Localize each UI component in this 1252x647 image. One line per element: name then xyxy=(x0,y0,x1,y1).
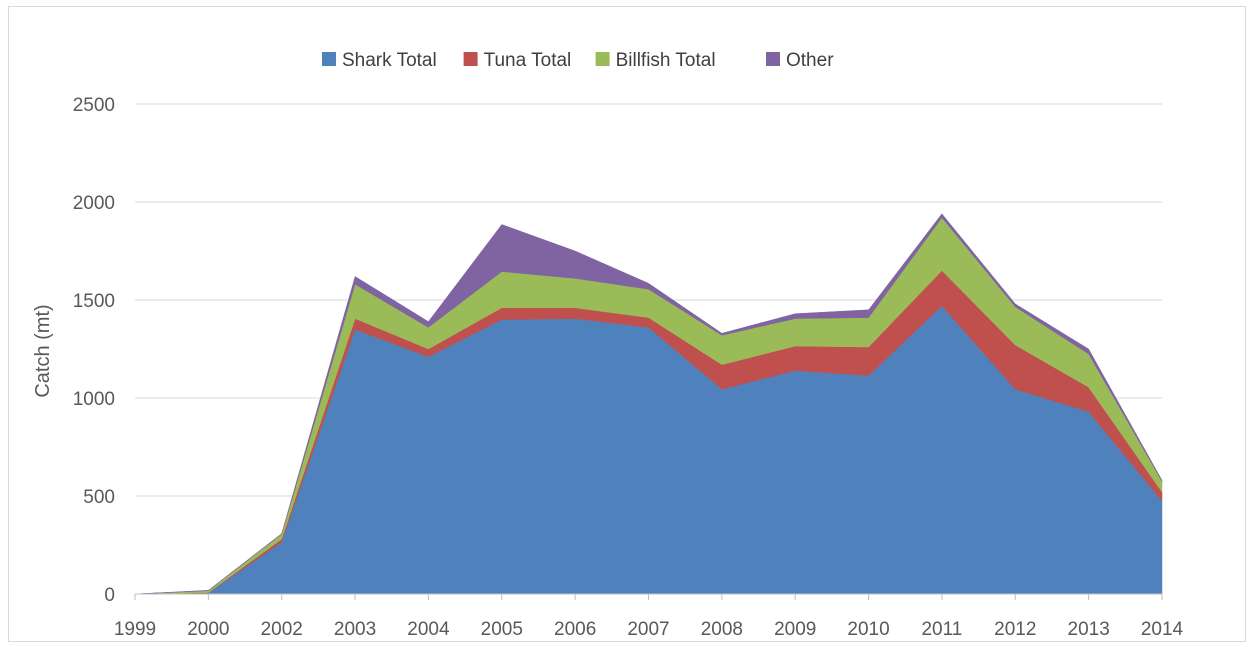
y-tick-label: 1000 xyxy=(73,389,115,410)
legend-swatch-billfish-total xyxy=(595,52,610,66)
legend-swatch-other xyxy=(766,52,780,66)
y-tick-label: 0 xyxy=(104,585,115,606)
x-tick-label: 2006 xyxy=(554,619,596,640)
y-tick-label: 2500 xyxy=(73,95,115,116)
x-tick-label: 2014 xyxy=(1141,619,1184,640)
x-tick-label: 2007 xyxy=(627,619,669,640)
legend-swatch-shark-total xyxy=(322,52,336,66)
x-tick-label: 2000 xyxy=(187,619,229,640)
y-axis-title: Catch (mt) xyxy=(32,304,54,397)
area-other xyxy=(134,213,1163,595)
legend-label-billfish-total: Billfish Total xyxy=(616,50,716,71)
x-tick-label: 2004 xyxy=(407,619,450,640)
plot-areas xyxy=(134,213,1163,595)
axes: 0 500 1000 1500 2000 2500 1999 2000 2002 2003 2004… xyxy=(73,95,1184,640)
x-tick-label: 2005 xyxy=(481,619,523,640)
x-tick-label: 2011 xyxy=(921,619,962,640)
legend-label-tuna-total: Tuna Total xyxy=(484,50,572,71)
y-tick-label: 2000 xyxy=(73,193,115,214)
legend-swatch-tuna-total xyxy=(463,52,478,66)
x-tick-label: 2013 xyxy=(1068,619,1110,640)
x-tick-label: 2012 xyxy=(994,619,1036,640)
legend: Shark Total Tuna Total Billfish Total Other xyxy=(322,50,834,71)
x-tick-label: 2003 xyxy=(334,619,376,640)
y-tick-label: 500 xyxy=(83,487,115,508)
x-tick-label: 2009 xyxy=(774,619,816,640)
x-tick-label: 2002 xyxy=(261,619,303,640)
y-tick-label: 1500 xyxy=(73,291,115,312)
x-tick-label: 2010 xyxy=(847,619,889,640)
x-tick-label: 2008 xyxy=(701,619,743,640)
legend-label-other: Other xyxy=(786,50,834,71)
x-tick-label: 1999 xyxy=(114,619,156,640)
legend-label-shark-total: Shark Total xyxy=(342,50,437,71)
